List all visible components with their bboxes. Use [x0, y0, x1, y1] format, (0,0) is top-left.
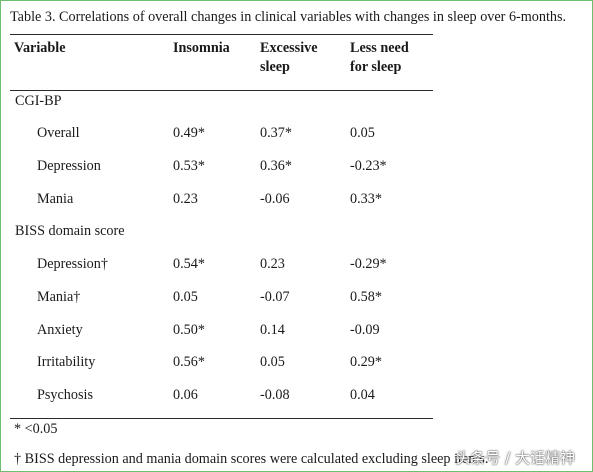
- cell-insomnia: 0.53*: [173, 158, 205, 174]
- row-label: Mania: [37, 191, 74, 207]
- cell-less-need: -0.29*: [350, 256, 387, 272]
- header-excessive-sleep: Excessive sleep: [260, 39, 318, 77]
- cell-less-need: 0.29*: [350, 354, 382, 370]
- cell-less-need: 0.04: [350, 387, 375, 403]
- cell-insomnia: 0.56*: [173, 354, 205, 370]
- footnote-significance: * <0.05: [14, 421, 58, 437]
- watermark-logo: 头条号 / 大话精神: [455, 449, 575, 467]
- header-less-line2: for sleep: [350, 59, 402, 75]
- cell-less-need: -0.09: [350, 322, 380, 338]
- row-label: Psychosis: [37, 387, 93, 403]
- cell-excessive-sleep: -0.06: [260, 191, 290, 207]
- row-label: Irritability: [37, 354, 96, 370]
- cell-insomnia: 0.49*: [173, 125, 205, 141]
- section-title-cgi-bp: CGI-BP: [15, 93, 62, 109]
- header-insomnia: Insomnia: [173, 40, 230, 56]
- footnote-dagger: † BISS depression and mania domain score…: [14, 451, 489, 467]
- cell-excessive-sleep: 0.23: [260, 256, 285, 272]
- cell-excessive-sleep: 0.36*: [260, 158, 292, 174]
- table-top-rule: [10, 34, 433, 35]
- row-label: Overall: [37, 125, 80, 141]
- cell-insomnia: 0.23: [173, 191, 198, 207]
- cell-excessive-sleep: 0.14: [260, 322, 285, 338]
- header-less-line1: Less need: [350, 40, 409, 56]
- row-label: Mania†: [37, 289, 81, 305]
- header-excessive-line2: sleep: [260, 59, 290, 75]
- row-label: Anxiety: [37, 322, 83, 338]
- cell-excessive-sleep: -0.08: [260, 387, 290, 403]
- cell-excessive-sleep: -0.07: [260, 289, 290, 305]
- cell-less-need: 0.33*: [350, 191, 382, 207]
- row-label: Depression: [37, 158, 101, 174]
- row-label: Depression†: [37, 256, 108, 272]
- cell-insomnia: 0.06: [173, 387, 198, 403]
- table-caption: Table 3. Correlations of overall changes…: [10, 9, 567, 25]
- header-excessive-line1: Excessive: [260, 40, 318, 56]
- cell-less-need: 0.58*: [350, 289, 382, 305]
- cell-insomnia: 0.50*: [173, 322, 205, 338]
- cell-insomnia: 0.54*: [173, 256, 205, 272]
- header-rule: [10, 90, 433, 91]
- header-variable: Variable: [14, 40, 66, 56]
- cell-less-need: 0.05: [350, 125, 375, 141]
- cell-excessive-sleep: 0.37*: [260, 125, 292, 141]
- cell-excessive-sleep: 0.05: [260, 354, 285, 370]
- header-less-need-for-sleep: Less need for sleep: [350, 39, 409, 77]
- cell-insomnia: 0.05: [173, 289, 198, 305]
- cell-less-need: -0.23*: [350, 158, 387, 174]
- table-bottom-rule: [10, 418, 433, 419]
- section-title-biss: BISS domain score: [15, 223, 125, 239]
